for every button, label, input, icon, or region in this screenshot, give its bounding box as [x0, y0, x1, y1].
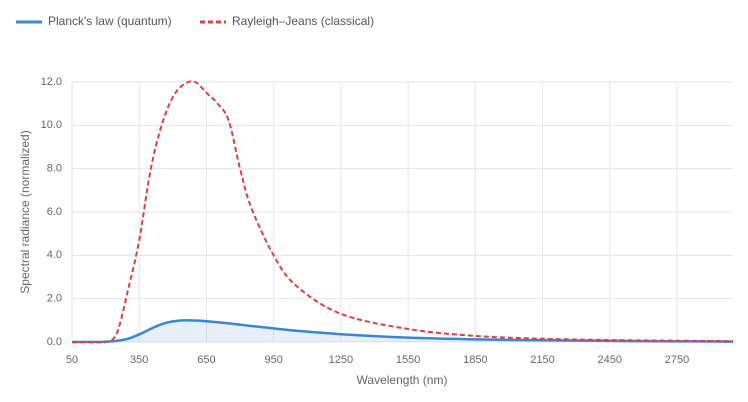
- x-tick-label: 2450: [598, 354, 622, 366]
- y-tick-label: 12.0: [41, 76, 62, 88]
- x-tick-label: 2750: [665, 354, 689, 366]
- line: [71, 319, 734, 344]
- legend-label: Planck's law (quantum): [48, 14, 172, 28]
- area: [72, 320, 733, 343]
- line: [71, 80, 734, 344]
- x-tick-label: 1850: [463, 354, 487, 366]
- y-tick-label: 6.0: [47, 206, 62, 218]
- y-axis-title: Spectral radiance (normalized): [18, 130, 32, 293]
- y-tick-label: 2.0: [47, 293, 62, 305]
- y-tick-label: 10.0: [41, 119, 62, 131]
- x-tick-label: 950: [264, 354, 282, 366]
- y-tick-label: 4.0: [47, 249, 62, 261]
- y-tick-label: 0.0: [47, 336, 62, 348]
- x-tick-label: 2150: [530, 354, 554, 366]
- y-tick-label: 8.0: [47, 163, 62, 175]
- legend-label: Rayleigh–Jeans (classical): [232, 14, 374, 28]
- x-tick-label: 650: [197, 354, 215, 366]
- x-tick-label: 50: [66, 354, 78, 366]
- x-axis-title: Wavelength (nm): [357, 373, 448, 387]
- x-tick-label: 1250: [329, 354, 353, 366]
- x-tick-label: 350: [130, 354, 148, 366]
- x-tick-label: 1550: [396, 354, 420, 366]
